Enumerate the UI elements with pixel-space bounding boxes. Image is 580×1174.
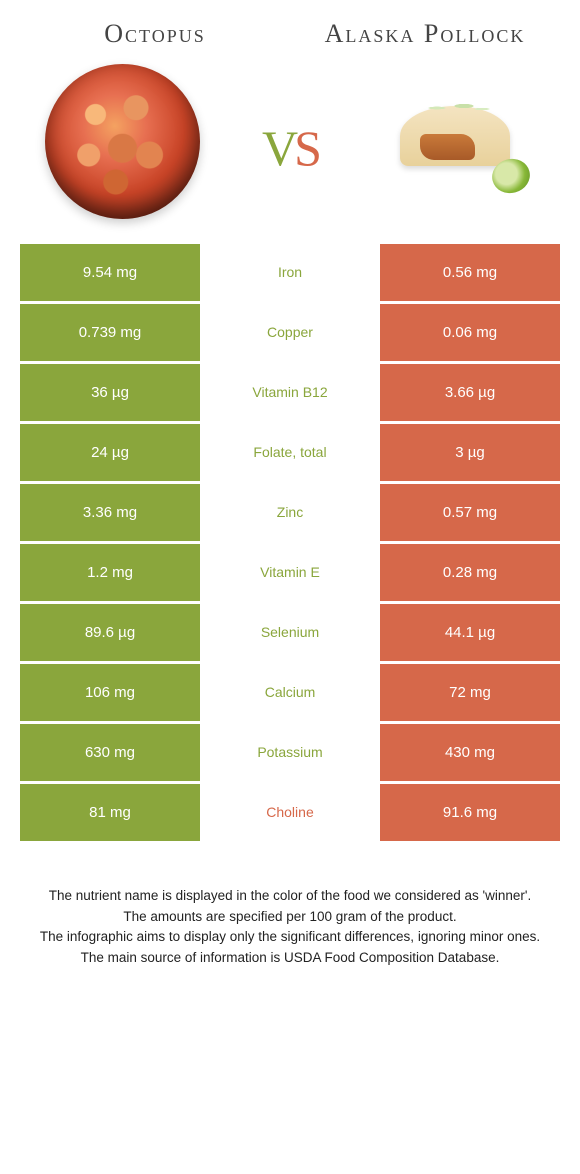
footnote-line: The main source of information is USDA F… bbox=[30, 948, 550, 969]
left-value-cell: 36 µg bbox=[20, 364, 200, 421]
nutrient-name-cell: Selenium bbox=[200, 604, 380, 661]
table-row: 630 mgPotassium430 mg bbox=[20, 724, 560, 781]
table-row: 3.36 mgZinc0.57 mg bbox=[20, 484, 560, 541]
left-food-title: Octopus bbox=[20, 20, 290, 49]
footnote-line: The infographic aims to display only the… bbox=[30, 927, 550, 948]
left-value-cell: 0.739 mg bbox=[20, 304, 200, 361]
right-value-cell: 0.28 mg bbox=[380, 544, 560, 601]
nutrient-name-cell: Copper bbox=[200, 304, 380, 361]
right-value-cell: 430 mg bbox=[380, 724, 560, 781]
table-row: 24 µgFolate, total3 µg bbox=[20, 424, 560, 481]
nutrient-name-cell: Folate, total bbox=[200, 424, 380, 481]
nutrient-name-cell: Potassium bbox=[200, 724, 380, 781]
footnote-line: The nutrient name is displayed in the co… bbox=[30, 886, 550, 907]
right-value-cell: 44.1 µg bbox=[380, 604, 560, 661]
right-value-cell: 91.6 mg bbox=[380, 784, 560, 841]
footnotes: The nutrient name is displayed in the co… bbox=[20, 886, 560, 970]
table-row: 1.2 mgVitamin E0.28 mg bbox=[20, 544, 560, 601]
infographic-container: Octopus Alaska Pollock vs 9.54 mgIron0.5… bbox=[0, 0, 580, 999]
left-value-cell: 9.54 mg bbox=[20, 244, 200, 301]
left-value-cell: 81 mg bbox=[20, 784, 200, 841]
left-food-image bbox=[45, 64, 200, 219]
left-value-cell: 24 µg bbox=[20, 424, 200, 481]
nutrient-name-cell: Calcium bbox=[200, 664, 380, 721]
nutrient-name-cell: Iron bbox=[200, 244, 380, 301]
nutrient-name-cell: Choline bbox=[200, 784, 380, 841]
left-value-cell: 3.36 mg bbox=[20, 484, 200, 541]
left-value-cell: 89.6 µg bbox=[20, 604, 200, 661]
right-value-cell: 3.66 µg bbox=[380, 364, 560, 421]
right-value-cell: 72 mg bbox=[380, 664, 560, 721]
right-value-cell: 0.57 mg bbox=[380, 484, 560, 541]
table-row: 106 mgCalcium72 mg bbox=[20, 664, 560, 721]
right-value-cell: 0.06 mg bbox=[380, 304, 560, 361]
left-value-cell: 1.2 mg bbox=[20, 544, 200, 601]
table-row: 36 µgVitamin B123.66 µg bbox=[20, 364, 560, 421]
table-row: 81 mgCholine91.6 mg bbox=[20, 784, 560, 841]
left-value-cell: 630 mg bbox=[20, 724, 200, 781]
right-value-cell: 3 µg bbox=[380, 424, 560, 481]
nutrient-table: 9.54 mgIron0.56 mg0.739 mgCopper0.06 mg3… bbox=[20, 244, 560, 841]
vs-s-letter: s bbox=[294, 101, 318, 181]
left-value-cell: 106 mg bbox=[20, 664, 200, 721]
table-row: 89.6 µgSelenium44.1 µg bbox=[20, 604, 560, 661]
right-food-title: Alaska Pollock bbox=[290, 20, 560, 49]
table-row: 0.739 mgCopper0.06 mg bbox=[20, 304, 560, 361]
nutrient-name-cell: Zinc bbox=[200, 484, 380, 541]
header-row: Octopus Alaska Pollock bbox=[20, 20, 560, 49]
vs-v-letter: v bbox=[262, 101, 294, 181]
table-row: 9.54 mgIron0.56 mg bbox=[20, 244, 560, 301]
nutrient-name-cell: Vitamin E bbox=[200, 544, 380, 601]
vs-row: vs bbox=[20, 64, 560, 219]
nutrient-name-cell: Vitamin B12 bbox=[200, 364, 380, 421]
right-value-cell: 0.56 mg bbox=[380, 244, 560, 301]
right-food-image bbox=[380, 64, 535, 219]
pollock-dish-icon bbox=[380, 91, 535, 191]
footnote-line: The amounts are specified per 100 gram o… bbox=[30, 907, 550, 928]
octopus-dish-icon bbox=[45, 64, 200, 219]
vs-text: vs bbox=[210, 105, 370, 177]
